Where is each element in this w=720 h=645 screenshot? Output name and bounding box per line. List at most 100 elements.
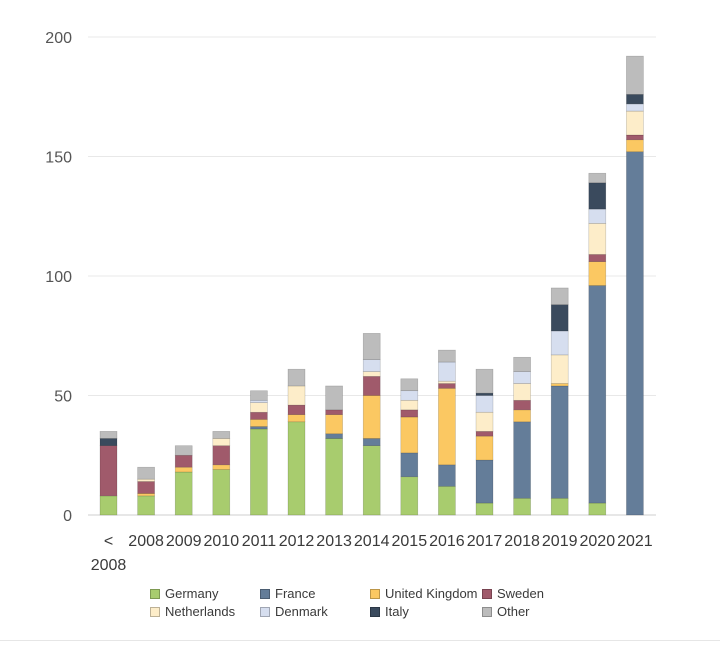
bar-segment: [250, 411, 268, 420]
legend-item: Italy: [370, 604, 482, 619]
bar-segment: [400, 452, 419, 478]
bar-segment: [550, 304, 569, 332]
bar-segment: [400, 416, 419, 454]
bar-segment: [362, 359, 381, 372]
bar-segment: [99, 495, 118, 516]
bar-segment: [588, 254, 607, 262]
bar-segment: [362, 376, 381, 396]
bar-segment: [325, 409, 343, 415]
bar-segment: [550, 385, 569, 499]
x-tick-label: 2016: [429, 533, 465, 550]
x-tick-label: 2009: [166, 533, 202, 550]
bar-segment: [438, 349, 456, 363]
x-tick-label: 2018: [504, 533, 540, 550]
bar-stack: [250, 390, 268, 516]
bar-segment: [475, 431, 494, 437]
bar-segment: [400, 378, 419, 392]
bar-stack: [99, 431, 118, 516]
y-axis-ticks: 0 50 100 150 200: [45, 30, 72, 525]
legend: Germany France United Kingdom Sweden Netherl…: [150, 586, 570, 619]
bar-segment: [99, 445, 118, 497]
bar-segment: [137, 466, 155, 480]
bar-segment: [475, 435, 494, 461]
bar-segment: [513, 371, 531, 384]
bar-segment: [588, 261, 607, 286]
bar-segment: [400, 390, 419, 401]
bar-stack: [438, 349, 456, 516]
bar-segment: [400, 409, 419, 418]
x-tick-label: 2014: [354, 533, 390, 550]
x-tick-label: 2019: [542, 533, 578, 550]
bar-stack: [513, 356, 531, 516]
bar-stack: [550, 287, 569, 516]
y-tick-label: 100: [45, 269, 72, 286]
bar-stack: [287, 368, 306, 516]
bar-segment: [212, 445, 231, 466]
bar-segment: [475, 392, 494, 396]
bar-segment: [325, 438, 343, 516]
legend-item: Other: [482, 604, 562, 619]
x-tick-label: 2012: [279, 533, 315, 550]
bar-segment: [626, 103, 644, 112]
legend-item: France: [260, 586, 370, 601]
y-tick-label: 50: [54, 389, 72, 406]
bar-segment: [475, 368, 494, 394]
bar-segment: [325, 414, 343, 435]
bar-segment: [626, 139, 644, 153]
bar-stack: [174, 445, 193, 516]
bar-segment: [438, 380, 456, 384]
bar-segment: [250, 402, 268, 413]
bar-segment: [588, 502, 607, 516]
bar-segment: [137, 481, 155, 494]
y-tick-label: 150: [45, 150, 72, 167]
legend-item: Germany: [150, 586, 260, 601]
bar-segment: [287, 368, 306, 387]
bar-segment: [174, 471, 193, 516]
bar-segment: [550, 354, 569, 384]
bar-segment: [99, 431, 118, 439]
x-tick-label: 2013: [316, 533, 352, 550]
bar-segment: [287, 385, 306, 406]
bar-segment: [287, 414, 306, 423]
x-tick-label: 2020: [580, 533, 616, 550]
bar-segment: [475, 502, 494, 516]
y-tick-label: 0: [63, 508, 72, 525]
legend-swatch: [370, 606, 380, 617]
bar-stack: [212, 431, 231, 516]
bar-segment: [588, 208, 607, 224]
bottom-divider: [0, 640, 720, 641]
bar-segment: [250, 399, 268, 403]
bar-segment: [626, 151, 644, 516]
bar-segment: [550, 497, 569, 516]
bar-segment: [174, 454, 193, 468]
legend-label: United Kingdom: [385, 586, 478, 601]
bar-segment: [99, 438, 118, 446]
legend-swatch: [370, 588, 380, 599]
legend-swatch: [260, 606, 270, 617]
x-tick-label: 2017: [467, 533, 503, 550]
bar-stack: [137, 466, 155, 516]
bar-segment: [588, 223, 607, 255]
legend-label: Denmark: [275, 604, 328, 619]
bar-segment: [438, 464, 456, 487]
bar-segment: [250, 390, 268, 401]
bar-segment: [400, 399, 419, 411]
bar-segment: [513, 356, 531, 372]
bar-segment: [438, 383, 456, 389]
bar-segment: [475, 459, 494, 504]
bar-segment: [513, 383, 531, 401]
bar-segment: [550, 330, 569, 356]
bar-stack: [362, 333, 381, 516]
bar-stack: [626, 55, 644, 516]
bar-segment: [588, 172, 607, 184]
bar-segment: [475, 411, 494, 432]
legend-swatch: [482, 606, 492, 617]
y-tick-label: 200: [45, 30, 72, 47]
bar-segment: [362, 445, 381, 516]
legend-item: Netherlands: [150, 604, 260, 619]
bars: [99, 55, 644, 516]
bar-segment: [626, 110, 644, 136]
bar-segment: [250, 419, 268, 427]
bar-segment: [400, 476, 419, 516]
